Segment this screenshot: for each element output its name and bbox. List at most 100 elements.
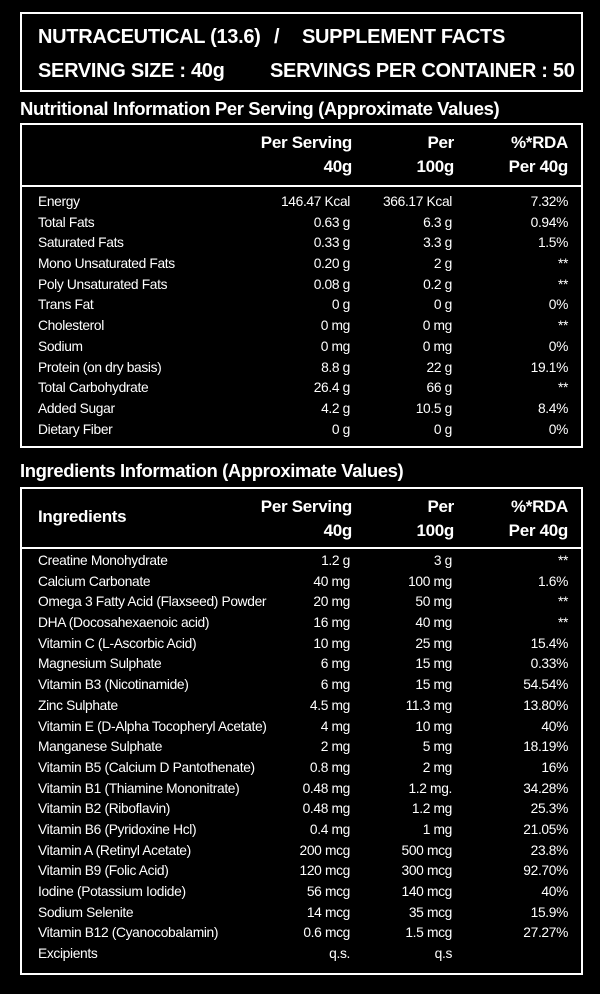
table-cell: 200 mcg xyxy=(299,842,351,858)
table-cell: 19.1% xyxy=(530,359,569,375)
table-cell: 66 g xyxy=(426,380,453,396)
table-cell: 120 mcg xyxy=(299,863,351,879)
table-cell: 0 mg xyxy=(422,338,453,354)
table-row: Vitamin B12 (Cyanocobalamin) 0.6 mcg 1.5 m… xyxy=(22,923,581,944)
table-cell: DHA (Docosahexaenoic acid) xyxy=(38,615,210,631)
header-cell: 40g xyxy=(323,521,353,540)
table-cell xyxy=(452,944,568,965)
header-separator: / xyxy=(274,26,280,48)
table-cell: 92.70% xyxy=(523,863,568,879)
table-row: Added Sugar 4.2 g 10.5 g 8.4% xyxy=(22,399,581,420)
header-box: NUTRACEUTICAL (13.6) / SUPPLEMENT FACTS … xyxy=(20,12,583,92)
header-cell: Per Serving xyxy=(260,497,353,516)
table-cell: 6 mg xyxy=(320,656,351,672)
table-row: Excipients q.s. q.s xyxy=(22,944,581,965)
table-cell: Total Fats xyxy=(38,214,95,230)
table-row: Calcium Carbonate 40 mg 100 mg 1.6% xyxy=(22,572,581,593)
table-row: Vitamin C (L-Ascorbic Acid) 10 mg 25 mg 15.… xyxy=(22,634,581,655)
table-row: Total Carbohydrate 26.4 g 66 g ** xyxy=(22,378,581,399)
table-cell: 6 mg xyxy=(320,677,351,693)
table-body: Energy 146.47 Kcal 366.17 Kcal 7.32% Total F… xyxy=(22,187,581,440)
table-cell: ** xyxy=(557,318,568,334)
header-text: SERVINGS PER CONTAINER : 50 xyxy=(270,60,575,82)
table-cell: 1.2 mg. xyxy=(408,780,452,796)
table-cell: Zinc Sulphate xyxy=(38,697,118,713)
table-row: Iodine (Potassium Iodide) 56 mcg 140 mcg 40… xyxy=(22,882,581,903)
table-header: Per Serving 40g Per 100g %*RDA Per 40g xyxy=(22,125,581,187)
table-cell: 11.3 mg xyxy=(405,697,453,713)
table-cell: 366.17 Kcal xyxy=(382,194,452,209)
table-cell: 40 mg xyxy=(313,573,350,589)
table-row: Vitamin B2 (Riboflavin) 0.48 mg 1.2 mg 25.3… xyxy=(22,799,581,820)
table-row: Creatine Monohydrate 1.2 g 3 g ** xyxy=(22,551,581,572)
table-cell: Vitamin B1 (Thiamine Mononitrate) xyxy=(38,780,240,796)
header-cell: Per Serving xyxy=(260,133,353,152)
table-cell: 25.3% xyxy=(530,801,569,817)
section-title: Nutritional Information Per Serving (App… xyxy=(20,98,500,119)
table-cell: q.s. xyxy=(329,946,350,962)
table-row: Sodium Selenite 14 mcg 35 mcg 15.9% xyxy=(22,903,581,924)
table-cell: 0% xyxy=(548,421,569,437)
table-row: Trans Fat 0 g 0 g 0% xyxy=(22,295,581,316)
table-cell: 1.2 mg xyxy=(411,801,452,817)
table-cell: 26.4 g xyxy=(313,380,351,396)
table-cell: 0% xyxy=(548,297,569,313)
table-cell: 15 mg xyxy=(415,656,452,672)
table-row: Cholesterol 0 mg 0 mg ** xyxy=(22,316,581,337)
table-cell: Saturated Fats xyxy=(38,235,124,251)
table-cell: 5 mg xyxy=(422,739,453,755)
table-cell: Vitamin A (Retinyl Acetate) xyxy=(38,842,191,858)
table-cell: 35 mcg xyxy=(408,904,453,920)
table-cell: 300 mcg xyxy=(401,863,453,879)
table-cell: 13.80% xyxy=(523,697,568,713)
table-cell: 0.2 g xyxy=(423,276,452,292)
table-row: Mono Unsaturated Fats 0.20 g 2 g ** xyxy=(22,254,581,275)
table-cell: 4.5 mg xyxy=(309,697,350,713)
table-cell: 10.5 g xyxy=(415,400,453,416)
table-cell: 15.4% xyxy=(530,635,569,651)
table-cell: ** xyxy=(557,615,568,631)
table-row: Dietary Fiber 0 g 0 g 0% xyxy=(22,420,581,441)
table-cell: 2 mg xyxy=(422,759,453,775)
table-cell: 8.4% xyxy=(537,400,568,416)
table-cell: 7.32% xyxy=(530,194,569,209)
table-cell: 10 mg xyxy=(313,635,350,651)
table-cell: 1.6% xyxy=(537,573,568,589)
table-cell: Manganese Sulphate xyxy=(38,739,163,755)
table-cell: 3.3 g xyxy=(423,235,452,251)
table-cell: 0.48 mg xyxy=(302,780,351,796)
table-cell: Poly Unsaturated Fats xyxy=(38,276,168,292)
header-cell: Per xyxy=(427,497,454,516)
table-cell: 0 mg xyxy=(320,338,351,354)
table-cell: Vitamin B6 (Pyridoxine Hcl) xyxy=(38,821,197,837)
table-cell: 2 g xyxy=(433,256,452,272)
table-cell: 0 g xyxy=(433,421,452,437)
table-row: Poly Unsaturated Fats 0.08 g 0.2 g ** xyxy=(22,275,581,296)
table-row: Omega 3 Fatty Acid (Flaxseed) Powder 20 m… xyxy=(22,592,581,613)
table-row: Vitamin E (D-Alpha Tocopheryl Acetate) 4 … xyxy=(22,717,581,738)
table-cell: Added Sugar xyxy=(38,400,115,416)
table-cell: Mono Unsaturated Fats xyxy=(38,256,175,272)
table-cell: Iodine (Potassium Iodide) xyxy=(38,884,186,899)
table-row: Protein (on dry basis) 8.8 g 22 g 19.1% xyxy=(22,358,581,379)
table-cell: 21.05% xyxy=(523,821,568,837)
header-cell: %*RDA xyxy=(510,497,568,516)
table-cell: Calcium Carbonate xyxy=(38,573,151,589)
table-cell: 40% xyxy=(541,718,568,734)
table-cell: ** xyxy=(557,594,568,610)
table-cell: 56 mcg xyxy=(306,884,351,899)
table-cell: 0% xyxy=(548,338,569,354)
table-cell: 2 mg xyxy=(320,739,351,755)
header-cell: Per 40g xyxy=(508,157,569,176)
header-text: SUPPLEMENT FACTS xyxy=(302,26,505,48)
table-row: Vitamin B3 (Nicotinamide) 6 mg 15 mg 54.54% xyxy=(22,675,581,696)
table-cell: 6.3 g xyxy=(423,214,452,230)
table-row: Vitamin B6 (Pyridoxine Hcl) 0.4 mg 1 mg 21.… xyxy=(22,820,581,841)
table-cell: 20 mg xyxy=(313,594,350,610)
table-cell: 0 mg xyxy=(320,318,351,334)
header-text: NUTRACEUTICAL (13.6) xyxy=(38,26,261,48)
table-cell: 15 mg xyxy=(415,677,452,693)
table-cell: 0.63 g xyxy=(313,214,351,230)
table-cell: Omega 3 Fatty Acid (Flaxseed) Powder xyxy=(38,594,267,610)
